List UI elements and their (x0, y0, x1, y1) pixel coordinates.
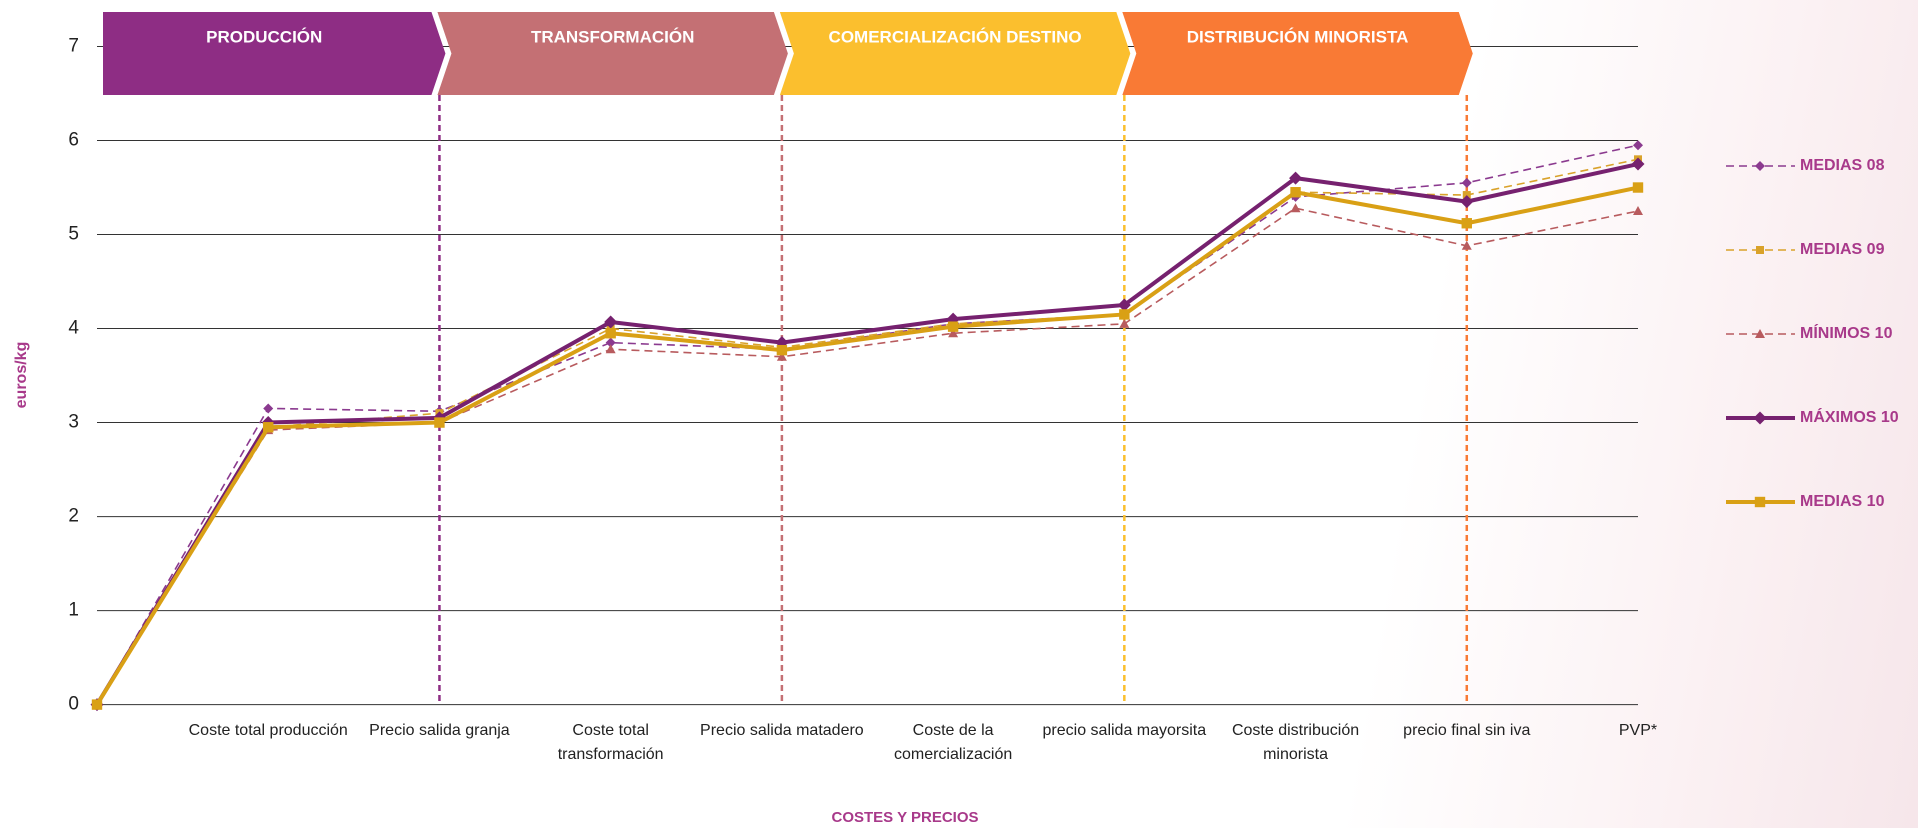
data-point (1632, 182, 1644, 193)
legend-label: MEDIAS 09 (1800, 241, 1885, 258)
y-tick-label: 0 (68, 694, 79, 715)
x-tick-label: precio salida mayorsita (1042, 722, 1207, 739)
data-point (605, 337, 616, 348)
series-line (95, 185, 1639, 706)
stage-banner (1122, 12, 1473, 95)
legend-marker (1754, 496, 1766, 508)
stage-banner (103, 12, 446, 95)
stage-label: TRANSFORMACIÓN (531, 27, 694, 46)
y-tick-label: 5 (68, 224, 79, 245)
data-point (776, 351, 787, 361)
data-point (1289, 171, 1303, 185)
legend-label: MEDIAS 10 (1800, 493, 1885, 510)
x-tick-label: Coste distribución minorista (1231, 722, 1360, 763)
data-point (1119, 318, 1130, 328)
data-point (1119, 309, 1130, 320)
data-point (1117, 298, 1131, 312)
data-point (1460, 195, 1474, 209)
data-point (434, 417, 445, 428)
x-tick-label: precio final sin iva (1403, 722, 1531, 739)
data-point (1290, 187, 1301, 198)
legend-marker (1753, 411, 1767, 425)
x-axis-title: COSTES Y PRECIOS (832, 809, 979, 826)
x-tick-label: PVP* (1618, 722, 1658, 739)
data-point (605, 328, 616, 339)
data-point (263, 403, 274, 414)
data-point (1631, 157, 1645, 171)
data-point (604, 315, 618, 329)
y-tick-label: 1 (68, 600, 79, 621)
legend-label: MEDIAS 08 (1800, 157, 1885, 174)
x-tick-label: Coste de la comercialización (893, 722, 1013, 763)
legend-marker (1755, 329, 1765, 338)
y-tick-label: 3 (68, 412, 79, 433)
data-point (1461, 240, 1472, 250)
data-point (1461, 218, 1472, 229)
data-point (605, 344, 616, 354)
y-tick-label: 7 (68, 36, 79, 57)
legend-label: MÍNIMOS 10 (1800, 323, 1893, 342)
series-line (96, 158, 1639, 706)
series-line (95, 162, 1639, 706)
stage-banner (437, 12, 788, 95)
stage-label: PRODUCCIÓN (206, 27, 322, 46)
y-tick-label: 4 (68, 318, 79, 339)
data-point (1633, 206, 1643, 216)
x-tick-label: Precio salida matadero (700, 722, 864, 739)
legend-label: MÁXIMOS 10 (1800, 407, 1899, 426)
legend-marker (1755, 161, 1765, 171)
data-point (263, 422, 274, 433)
data-point (91, 699, 103, 710)
stage-banner (779, 12, 1131, 95)
x-tick-label: Precio salida granja (369, 722, 510, 739)
data-point (948, 328, 959, 338)
stage-label: DISTRIBUCIÓN MINORISTA (1187, 27, 1409, 46)
data-point (776, 344, 788, 356)
data-point (1461, 177, 1472, 188)
data-point (1633, 140, 1643, 151)
stage-label: COMERCIALIZACIÓN DESTINO (829, 27, 1082, 46)
series-line (96, 207, 1639, 706)
data-point (1462, 191, 1471, 200)
y-tick-label: 6 (68, 130, 79, 151)
legend-marker (1756, 246, 1764, 254)
x-tick-label: Coste total transformación (557, 722, 664, 763)
y-axis-title: euros/kg (13, 342, 30, 409)
data-point (1290, 203, 1301, 213)
x-tick-label: Coste total producción (188, 722, 348, 739)
y-tick-label: 2 (68, 506, 79, 527)
data-point (947, 321, 959, 332)
